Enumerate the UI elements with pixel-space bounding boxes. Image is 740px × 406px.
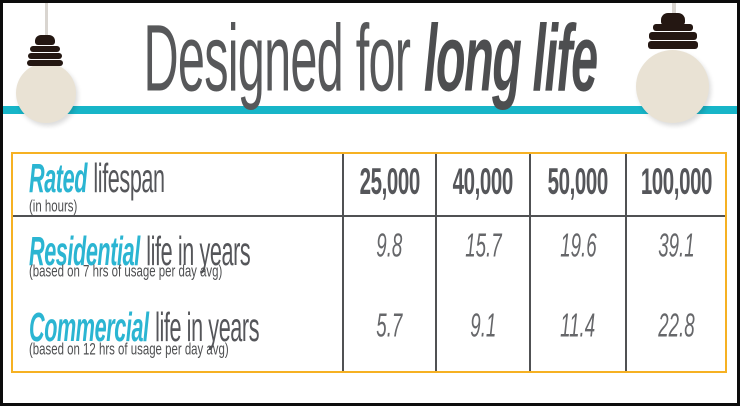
table-value: 9.1 [469,306,497,344]
bulb-socket-icon [35,35,55,45]
commercial-label-cell: Commercial life in years (based on 12 hrs… [13,294,342,371]
table-value: 19.6 [559,226,597,264]
row-label-commercial: Commercial life in years [29,305,260,350]
column-header-value: 40,000 [452,160,514,203]
column-header-cell: 100,000 [625,154,725,217]
row-sublabel: (based on 12 hrs of usage per day avg) [29,338,229,359]
row-label-emphasis: Residential [29,229,140,274]
row-sublabel: (based on 7 hrs of usage per day avg) [29,260,223,281]
column-header-value: 50,000 [547,160,609,203]
table-value: 15.7 [464,226,502,264]
bulb-cord-icon [45,3,48,41]
bulb-socket-ridge-icon [649,32,697,40]
table-value-cell: 19.6 [529,217,625,294]
column-header-cell: 50,000 [529,154,625,217]
table-value: 39.1 [657,226,695,264]
bulb-socket-icon [661,13,685,25]
title-row: Designed for long life [3,11,737,106]
column-header-cell: 25,000 [342,154,435,217]
row-label-residential: Residential life in years [29,229,251,274]
row-label-rest: lifespan [93,156,165,201]
bulb-socket-ridge-icon [27,60,63,66]
bulb-socket-ridge-icon [28,53,62,59]
title-regular-text: Designed for [143,4,411,112]
table-value-cell: 11.4 [529,294,625,371]
table-value-cell: 22.8 [625,294,725,371]
residential-label-cell: Residential life in years (based on 7 hrs… [13,217,342,294]
bulb-socket-ridge-icon [648,41,698,49]
divider-stripe [3,106,737,114]
row-sublabel: (in hours) [29,195,78,216]
title-emphasis-text: long life [423,4,598,112]
page-title: Designed for long life [143,11,598,106]
table-value: 11.4 [560,306,596,344]
row-label-emphasis: Commercial [29,305,149,350]
lifespan-table: Rated lifespan (in hours) 25,000 40,000 5… [11,152,727,373]
table-value: 5.7 [376,306,403,344]
bulb-socket-ridge-icon [30,46,60,52]
bulb-globe-icon [16,63,76,123]
table-value: 9.8 [376,226,403,264]
table-value-cell: 5.7 [342,294,435,371]
row-label-rest: life in years [155,305,260,350]
row-label-emphasis: Rated [29,156,88,201]
table-value-cell: 39.1 [625,217,725,294]
table-value: 22.8 [657,306,695,344]
bulb-globe-icon [636,50,709,123]
bulb-cord-icon [672,3,676,21]
bulb-socket-ridge-icon [653,24,693,31]
header-label-cell: Rated lifespan (in hours) [13,154,342,217]
table-value-cell: 9.8 [342,217,435,294]
column-header-value: 100,000 [640,160,712,203]
column-header-value: 25,000 [359,160,420,203]
column-header-cell: 40,000 [435,154,529,217]
table-value-cell: 15.7 [435,217,529,294]
table-value-cell: 9.1 [435,294,529,371]
row-label-rest: life in years [146,229,251,274]
row-label-rated: Rated lifespan [29,156,165,201]
